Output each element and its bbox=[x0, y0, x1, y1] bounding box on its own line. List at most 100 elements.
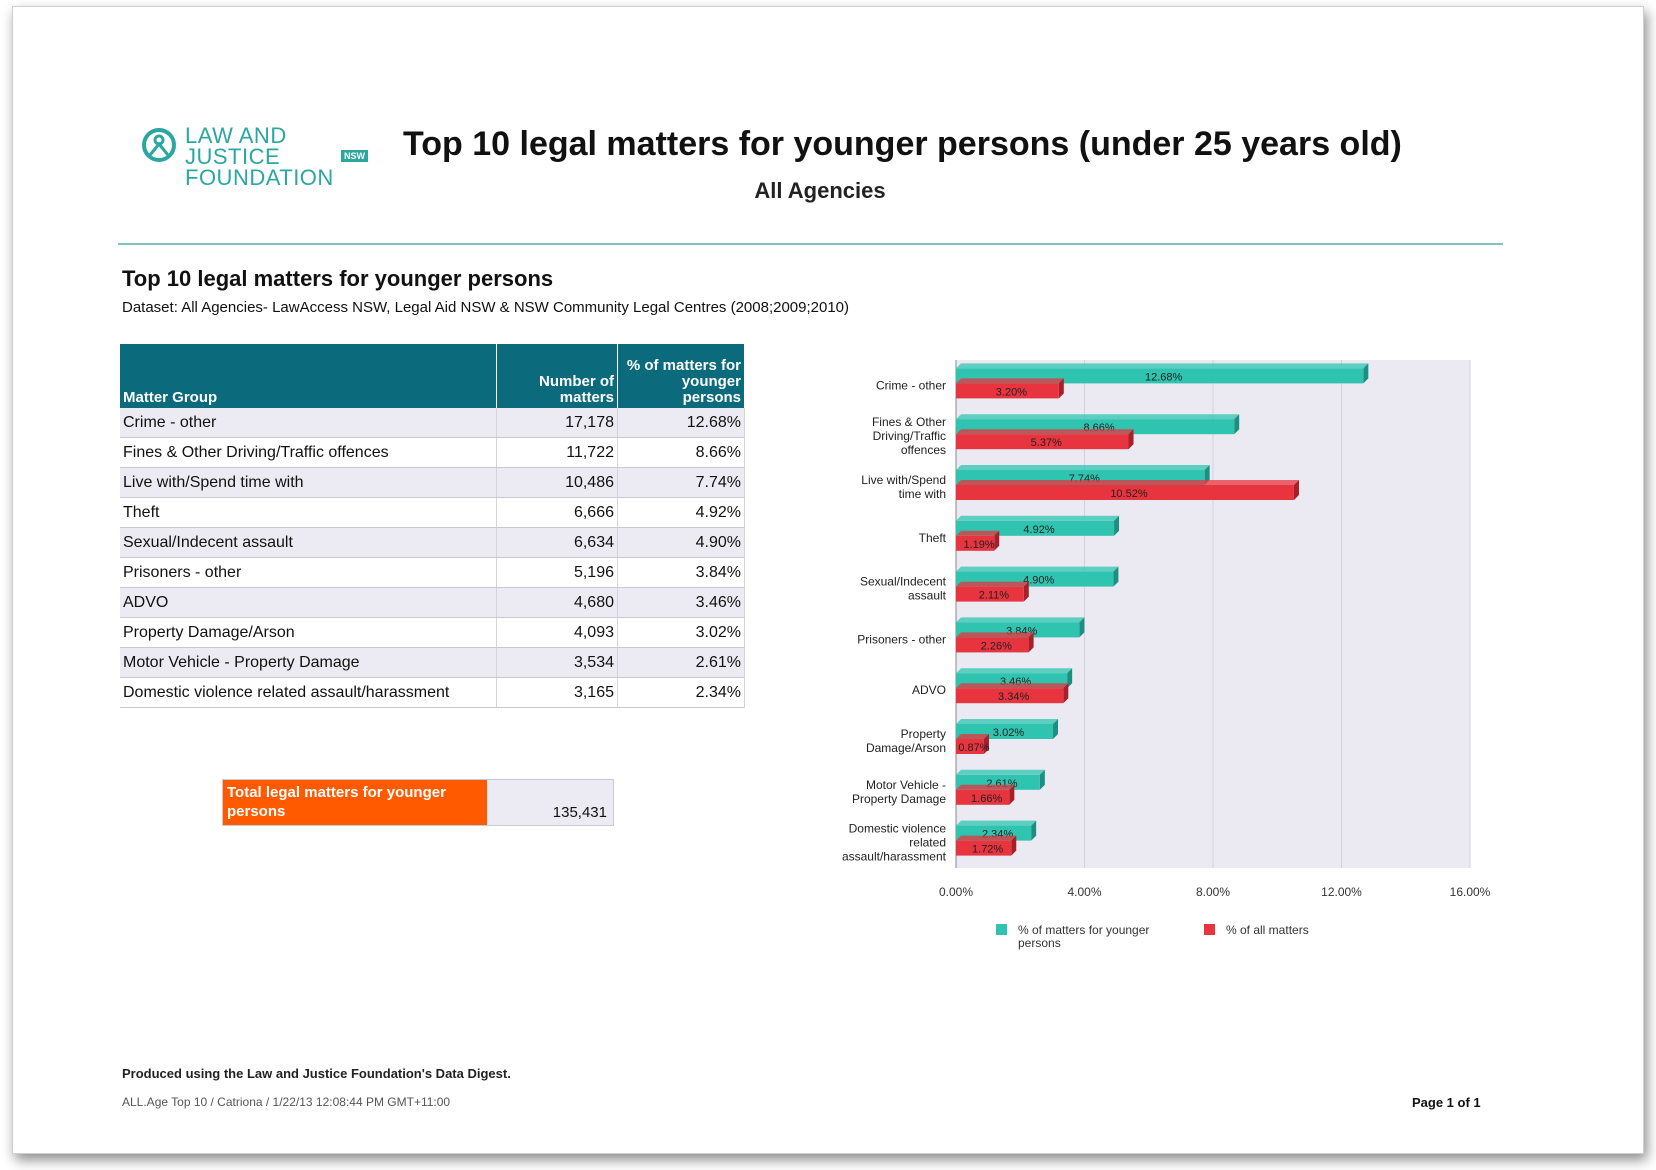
legend-label: persons bbox=[1018, 936, 1061, 950]
bar-side bbox=[1053, 719, 1059, 739]
bar-side bbox=[1023, 581, 1029, 602]
y-category-label: assault bbox=[908, 589, 947, 603]
legend-swatch bbox=[996, 924, 1007, 935]
y-category-label: Property bbox=[901, 727, 946, 741]
table-row: ADVO 4,680 3.46% bbox=[120, 587, 745, 618]
bar bbox=[956, 637, 1029, 653]
bar-side bbox=[1079, 617, 1085, 638]
y-category-label: offences bbox=[901, 443, 946, 457]
bar-top bbox=[956, 734, 989, 739]
bar-side bbox=[1063, 683, 1069, 704]
matter-group-cell: Property Damage/Arson bbox=[120, 617, 497, 648]
table-row: Live with/Spend time with 10,486 7.74% bbox=[120, 467, 745, 498]
matter-group-cell: ADVO bbox=[120, 587, 497, 618]
bar bbox=[956, 688, 1064, 704]
bar bbox=[956, 383, 1059, 399]
bar-side bbox=[1039, 769, 1045, 790]
number-cell: 3,534 bbox=[496, 647, 618, 678]
table-row: Sexual/Indecent assault 6,634 4.90% bbox=[120, 527, 745, 558]
bar-data-label: 3.02% bbox=[993, 727, 1024, 739]
column-header-percent: % of matters for younger persons bbox=[617, 344, 745, 408]
bar-side bbox=[1009, 784, 1015, 805]
total-value: 135,431 bbox=[487, 780, 613, 825]
bar bbox=[956, 739, 984, 754]
bar-top bbox=[956, 465, 1210, 470]
table-header-row: Matter Group Number of matters % of matt… bbox=[120, 344, 745, 408]
bar-top bbox=[956, 566, 1119, 572]
table-body: Crime - other 17,178 12.68% Fines & Other … bbox=[120, 408, 745, 708]
percent-cell: 3.02% bbox=[617, 617, 745, 648]
bar-data-label: 3.34% bbox=[998, 691, 1029, 703]
y-category-label: related bbox=[909, 836, 946, 850]
bar bbox=[956, 434, 1129, 450]
bar-data-label: 12.68% bbox=[1145, 371, 1183, 383]
column-header-number: Number of matters bbox=[496, 344, 618, 408]
bar-top bbox=[956, 784, 1015, 790]
bar-top bbox=[956, 480, 1299, 485]
bar-data-label: 1.19% bbox=[964, 539, 995, 551]
bar-top bbox=[956, 530, 1000, 536]
logo-line-2: FOUNDATION bbox=[185, 165, 334, 190]
y-category-label: Domestic violence bbox=[849, 822, 947, 836]
y-category-label: Prisoners - other bbox=[857, 632, 946, 646]
percent-cell: 3.46% bbox=[617, 587, 745, 618]
bar-side bbox=[1011, 835, 1017, 856]
y-category-label: Damage/Arson bbox=[866, 741, 946, 755]
bar-data-label: 1.72% bbox=[972, 844, 1003, 856]
matter-group-cell: Live with/Spend time with bbox=[120, 467, 497, 498]
bar bbox=[956, 586, 1024, 602]
number-cell: 11,722 bbox=[496, 437, 618, 468]
section-title: Top 10 legal matters for younger persons bbox=[122, 266, 554, 291]
percent-cell: 8.66% bbox=[617, 437, 745, 468]
number-cell: 4,093 bbox=[496, 617, 618, 648]
percent-cell: 2.34% bbox=[617, 677, 745, 708]
matter-group-cell: Theft bbox=[120, 497, 497, 528]
legend-label: % of all matters bbox=[1226, 923, 1309, 937]
percent-cell: 3.84% bbox=[617, 557, 745, 588]
bar-top bbox=[956, 378, 1064, 384]
number-cell: 5,196 bbox=[496, 557, 618, 588]
table-row: Prisoners - other 5,196 3.84% bbox=[120, 557, 745, 588]
percent-cell: 2.61% bbox=[617, 647, 745, 678]
bar-side bbox=[1028, 632, 1034, 653]
y-category-label: time with bbox=[899, 487, 946, 501]
bar-side bbox=[1031, 820, 1037, 841]
number-cell: 17,178 bbox=[496, 408, 618, 438]
percent-cell: 4.92% bbox=[617, 497, 745, 528]
logo-tag: NSW bbox=[341, 150, 368, 162]
table-row: Property Damage/Arson 4,093 3.02% bbox=[120, 617, 745, 648]
report-title: Top 10 legal matters for younger persons… bbox=[403, 125, 1402, 163]
bar bbox=[956, 789, 1010, 805]
bar-top bbox=[956, 414, 1240, 420]
bar-top bbox=[956, 581, 1029, 587]
bar-data-label: 5.37% bbox=[1031, 437, 1062, 449]
matter-group-cell: Fines & Other Driving/Traffic offences bbox=[120, 437, 497, 468]
bar-top bbox=[956, 617, 1085, 623]
bar-data-label: 1.66% bbox=[971, 793, 1002, 805]
matter-group-cell: Sexual/Indecent assault bbox=[120, 527, 497, 558]
percent-cell: 7.74% bbox=[617, 467, 745, 498]
percent-cell: 12.68% bbox=[617, 408, 745, 438]
total-matters-box: Total legal matters for younger persons … bbox=[222, 779, 614, 826]
y-category-label: assault/harassment bbox=[842, 850, 947, 864]
bar bbox=[956, 535, 995, 551]
bar-data-label: 2.11% bbox=[979, 590, 1010, 602]
total-label: Total legal matters for younger persons bbox=[223, 780, 487, 825]
x-tick-label: 8.00% bbox=[1196, 885, 1230, 899]
bar-top bbox=[956, 668, 1073, 674]
number-cell: 4,680 bbox=[496, 587, 618, 618]
bar bbox=[956, 840, 1012, 856]
legend-swatch bbox=[1204, 924, 1215, 935]
bar-side bbox=[1113, 566, 1119, 587]
y-category-label: Live with/Spend bbox=[861, 473, 946, 487]
matter-group-cell: Crime - other bbox=[120, 408, 497, 438]
bar bbox=[956, 485, 1294, 500]
table-row: Crime - other 17,178 12.68% bbox=[120, 408, 745, 438]
number-cell: 6,634 bbox=[496, 527, 618, 558]
bar-top bbox=[956, 363, 1369, 369]
bar-data-label: 0.87% bbox=[958, 742, 989, 754]
y-category-label: Fines & Other bbox=[872, 415, 946, 429]
bar-top bbox=[956, 429, 1134, 435]
bar-data-label: 10.52% bbox=[1110, 488, 1148, 500]
bar-data-label: 2.26% bbox=[981, 640, 1012, 652]
